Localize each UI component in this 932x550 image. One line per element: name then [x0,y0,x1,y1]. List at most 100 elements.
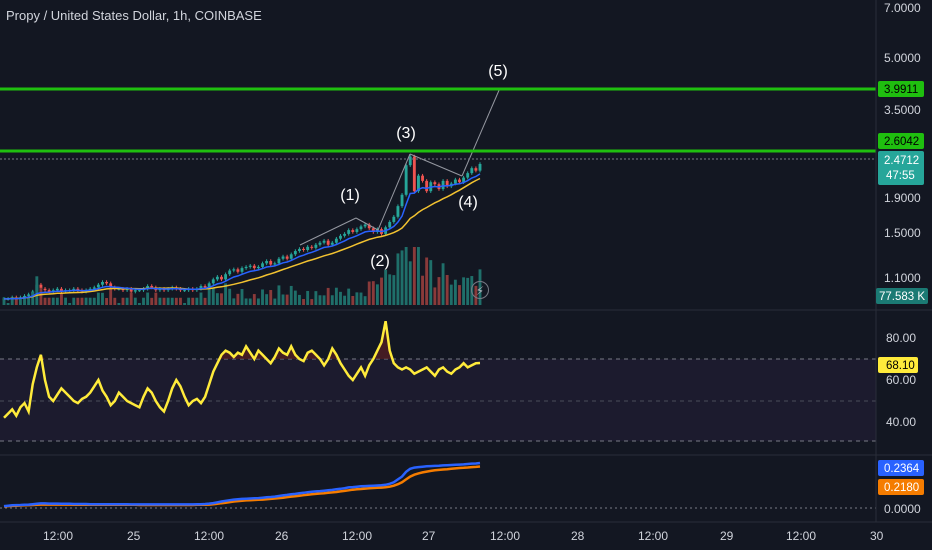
candle-body [355,229,359,232]
volume-bar [314,291,318,305]
candle-body [27,294,31,296]
volume-bar [306,290,310,305]
volume-tag[interactable] [876,288,928,304]
candle-body [326,240,330,245]
candle-body [109,283,113,288]
candle-body [273,263,277,265]
support-price-tag[interactable] [878,133,924,149]
volume-bar [55,297,59,305]
volume-bar [261,289,264,305]
time-tick: 12:00 [194,529,224,543]
time-tick: 12:00 [342,529,372,543]
candle-body [60,288,63,292]
indicator-tick: 0.0000 [884,502,921,516]
lightning-icon[interactable]: ⚡ [471,281,489,299]
volume-bar [150,297,154,305]
candle-body [121,288,125,291]
candle-body [302,248,305,250]
wave-trendline-3 [377,153,411,231]
indicator-fast-tag[interactable] [878,460,924,476]
candle-body [298,248,301,252]
volume-bar [441,263,445,305]
last-price-tag[interactable] [878,151,924,185]
volume-bar [113,297,117,305]
rsi-tick: 80.00 [886,331,916,345]
candle-body [318,242,322,245]
volume-bar [289,285,293,305]
volume-bar [101,292,104,305]
volume-bar [281,294,285,305]
time-tick: 12:00 [43,529,73,543]
candle-body [96,284,100,288]
wave-label-2: (2) [370,253,390,270]
volume-bar [84,297,88,305]
volume-bar [60,292,63,305]
volume-bar [462,277,466,305]
candle-countdown: 47:55 [886,170,915,182]
volume-bar [236,293,240,305]
volume-bar [458,285,461,305]
volume-bar [92,297,96,305]
indicator-slow-tag[interactable] [878,479,924,495]
wave-label-3: (3) [396,125,416,142]
symbol-title[interactable]: Propy / United States Dollar, 1h, COINBA… [6,8,262,23]
volume-bar [375,284,379,305]
time-tick: 12:00 [490,529,520,543]
time-tick: 12:00 [786,529,816,543]
price-axis[interactable]: 7.0000 5.0000 3.5000 1.9000 1.5000 1.100… [875,0,928,522]
candle-body [421,175,424,181]
volume-bar [298,294,301,305]
candle-body [215,276,219,280]
volume-bar [179,297,182,305]
indicator-pane[interactable] [0,461,876,509]
volume-bar [220,293,223,305]
candle-body [146,286,150,289]
rsi-tick: 40.00 [886,415,916,429]
volume-bar [27,297,31,305]
volume-bar [158,297,162,305]
volume-bar [359,292,363,305]
candle-body [404,165,408,195]
price-tick: 5.0000 [884,51,921,65]
volume-bar [174,297,178,305]
rsi-value-tag-text: 68.10 [886,360,915,372]
rsi-value-tag[interactable] [878,357,918,373]
volume-bar [293,290,297,305]
volume-bar [64,297,67,305]
candle-body [240,268,244,272]
volume-bar [429,260,433,305]
price-tick: 7.0000 [884,1,921,15]
sma-line [4,177,481,300]
time-tick: 26 [275,529,289,543]
volume-bar [170,297,174,305]
candle-body [228,270,232,275]
candle-body [224,274,228,280]
support-price-tag-text: 2.6042 [884,136,919,148]
volume-bar [195,297,199,305]
wave-label-1: (1) [340,187,360,204]
volume-bar [18,297,22,305]
volume-bar [125,297,129,305]
time-tick: 12:00 [638,529,668,543]
volume-bar [23,297,26,305]
volume-bar [343,295,347,305]
price-tick: 1.1000 [884,271,921,285]
volume-bar [10,297,14,305]
wave-trendline-4 [409,153,463,177]
last-price-tag-text: 2.4712 [884,155,919,167]
candle-body [466,173,470,178]
indicator-fast-line [3,461,481,508]
volume-bar [215,293,219,305]
resistance-price-tag[interactable] [878,81,924,97]
volume-bar [129,292,133,305]
rsi-pane[interactable] [0,320,876,442]
volume-bar [47,297,51,305]
candle-body [367,224,371,229]
time-tick: 25 [127,529,141,543]
volume-bar [6,303,10,305]
time-axis[interactable]: 12:00 25 12:00 26 12:00 27 12:00 28 12:0… [0,521,932,543]
volume-bar [466,277,470,305]
candle-body [322,240,326,243]
candle-body [408,156,412,166]
